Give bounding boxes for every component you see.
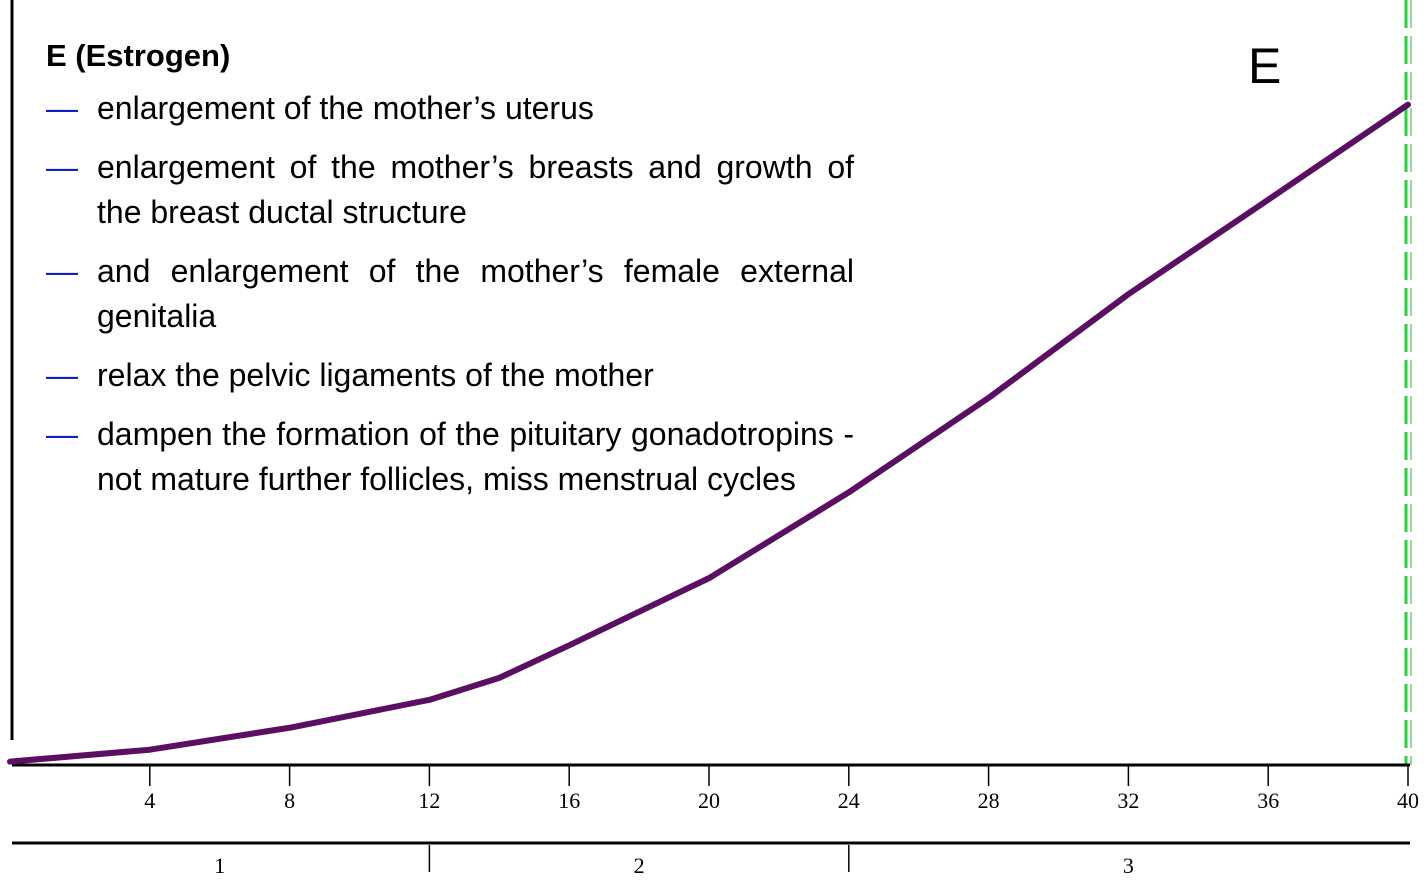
x-tick-label: 12 [418, 788, 440, 813]
note: enlargement of the mother’s breasts and … [46, 145, 854, 235]
x-tick-label: 4 [144, 788, 155, 813]
note: dampen the formation of the pituitary go… [46, 412, 854, 502]
note: enlargement of the mother’s uterus [46, 86, 854, 131]
x-tick-label: 16 [558, 788, 580, 813]
curve-label: E [1248, 38, 1282, 94]
x-tick-label: 28 [978, 788, 1000, 813]
x-tick-label: 32 [1117, 788, 1139, 813]
trimester-label: 2 [634, 853, 645, 878]
x-tick-label: 36 [1257, 788, 1279, 813]
trimester-label: 3 [1123, 853, 1134, 878]
x-tick-label: 20 [698, 788, 720, 813]
trimester-label: 1 [214, 853, 225, 878]
note: relax the pelvic ligaments of the mother [46, 353, 854, 398]
note: and enlargement of the mother’s female e… [46, 249, 854, 339]
notes: E (Estrogen) enlargement of the mother’s… [46, 34, 854, 516]
title: E (Estrogen) [46, 38, 231, 73]
x-tick-label: 24 [838, 788, 860, 813]
curve [7, 101, 1411, 765]
x-tick-label: 40 [1397, 788, 1419, 813]
x-tick-label: 8 [284, 788, 295, 813]
note-list: enlargement of the mother’s uterus enlarg… [46, 86, 854, 502]
